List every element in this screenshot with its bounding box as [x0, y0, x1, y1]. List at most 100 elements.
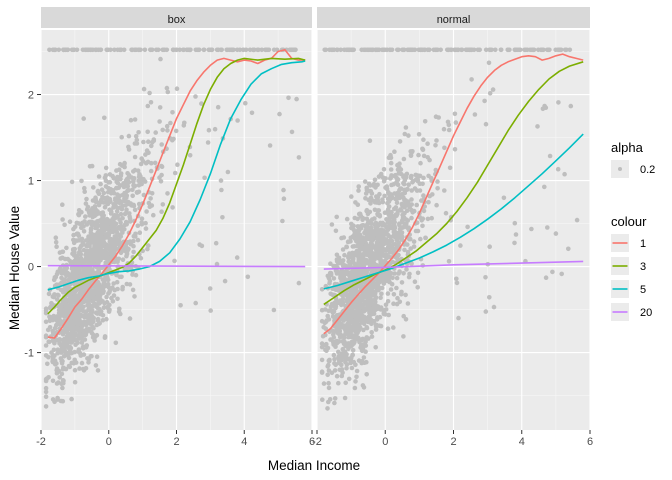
- data-point: [381, 179, 387, 184]
- data-point: [277, 111, 282, 117]
- data-point: [196, 47, 201, 53]
- data-point: [75, 327, 81, 333]
- data-point: [296, 155, 302, 160]
- data-point: [131, 233, 137, 239]
- data-point: [59, 343, 64, 349]
- data-point: [498, 47, 504, 53]
- data-point: [394, 275, 400, 281]
- data-point: [105, 189, 111, 195]
- data-point: [116, 167, 122, 172]
- data-point: [363, 224, 369, 230]
- data-point: [151, 138, 157, 143]
- data-point: [360, 304, 365, 310]
- data-point: [139, 216, 145, 221]
- data-point: [433, 47, 439, 53]
- data-point: [265, 47, 271, 53]
- data-point: [406, 47, 412, 53]
- data-point: [86, 302, 91, 307]
- data-point: [379, 250, 384, 255]
- data-point: [84, 196, 89, 202]
- data-point: [53, 239, 59, 245]
- data-point: [149, 191, 155, 196]
- data-point: [375, 241, 381, 247]
- legend-alpha: alpha 0.2: [611, 140, 655, 178]
- data-point: [141, 139, 146, 145]
- data-point: [373, 198, 379, 204]
- data-point: [93, 363, 99, 368]
- data-point: [97, 253, 102, 259]
- data-point: [364, 372, 370, 377]
- data-point: [334, 47, 340, 53]
- data-point: [110, 245, 116, 250]
- data-point: [377, 221, 383, 227]
- data-point: [222, 278, 228, 284]
- data-point: [355, 243, 360, 249]
- data-point: [178, 303, 183, 308]
- data-point: [340, 301, 346, 307]
- series-line-1: [323, 53, 584, 335]
- data-point: [540, 47, 546, 53]
- data-point: [73, 360, 79, 365]
- data-point: [334, 313, 340, 318]
- data-point: [107, 172, 113, 177]
- data-point: [124, 222, 129, 227]
- data-point: [418, 236, 423, 242]
- data-point: [149, 160, 154, 166]
- data-point: [86, 306, 91, 312]
- data-point: [368, 195, 374, 201]
- data-point: [294, 96, 299, 102]
- data-point: [545, 225, 550, 230]
- data-point: [95, 189, 101, 195]
- data-point: [115, 296, 120, 302]
- data-point: [137, 174, 142, 179]
- data-point: [319, 318, 325, 324]
- data-point: [80, 332, 86, 338]
- data-point: [363, 243, 369, 248]
- data-point: [70, 247, 76, 252]
- data-point: [82, 313, 88, 318]
- data-point: [452, 47, 458, 53]
- data-point: [339, 279, 344, 284]
- scatter-points: [319, 47, 580, 411]
- data-point: [84, 272, 90, 278]
- data-point: [385, 299, 391, 304]
- data-point: [81, 116, 86, 121]
- data-point: [132, 183, 138, 189]
- data-point: [122, 196, 127, 201]
- data-point: [333, 228, 339, 234]
- data-point: [69, 360, 74, 366]
- data-point: [381, 231, 387, 237]
- data-point: [555, 166, 561, 172]
- data-point: [111, 293, 117, 298]
- data-point: [78, 222, 84, 227]
- data-point: [319, 357, 325, 363]
- data-point: [102, 335, 108, 341]
- data-point: [108, 199, 113, 204]
- data-point: [67, 318, 72, 323]
- data-point: [75, 340, 80, 346]
- data-point: [386, 199, 392, 204]
- data-point: [319, 341, 325, 346]
- x-tick-label: -2: [36, 436, 46, 448]
- data-point: [98, 299, 103, 305]
- data-point: [390, 275, 395, 281]
- data-point: [567, 47, 573, 53]
- data-point: [87, 311, 93, 317]
- data-point: [126, 144, 131, 150]
- data-point: [83, 47, 89, 53]
- data-point: [86, 360, 91, 365]
- data-point: [405, 200, 410, 205]
- data-point: [105, 244, 110, 250]
- data-point: [88, 227, 94, 232]
- data-point: [346, 259, 352, 264]
- data-point: [111, 190, 117, 196]
- data-point: [164, 85, 170, 91]
- data-point: [417, 188, 423, 193]
- data-point: [505, 47, 511, 53]
- data-point: [114, 178, 120, 183]
- data-point: [365, 291, 371, 297]
- data-point: [382, 193, 387, 199]
- data-point: [129, 47, 134, 53]
- data-point: [76, 336, 82, 341]
- data-point: [403, 174, 409, 179]
